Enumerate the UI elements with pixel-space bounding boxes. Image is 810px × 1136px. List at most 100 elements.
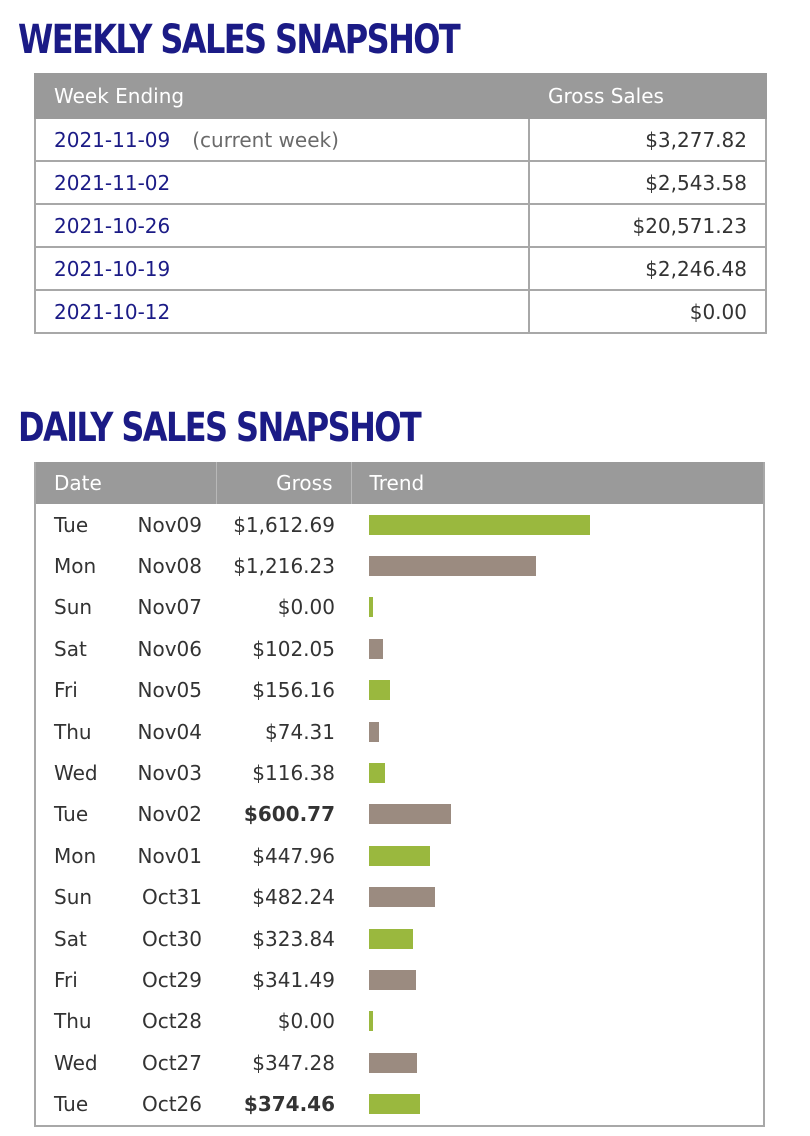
month-day: Nov04	[137, 719, 202, 744]
daily-trend-cell	[351, 1083, 763, 1124]
daily-row: Wed Nov03 $116.38	[36, 752, 763, 793]
trend-bar	[369, 804, 451, 825]
day-of-week: Mon	[54, 554, 97, 579]
trend-bar	[369, 928, 413, 949]
month-day: Nov02	[137, 802, 202, 827]
daily-gross-value: $447.96	[252, 843, 335, 868]
daily-row: Sat Nov06 $102.05	[36, 628, 763, 669]
date-header: Date	[36, 462, 216, 504]
daily-row: Thu Nov04 $74.31	[36, 711, 763, 752]
trend-bar	[369, 887, 435, 908]
trend-header: Trend	[350, 462, 763, 504]
weekly-sales-table: Week Ending Gross Sales 2021-11-09 (curre…	[34, 73, 767, 334]
day-of-week: Tue	[54, 512, 89, 537]
daily-row: Sun Nov07 $0.00	[36, 587, 763, 628]
week-ending-link[interactable]: 2021-10-19	[34, 246, 530, 291]
day-of-week: Wed	[54, 1050, 98, 1075]
daily-gross-value: $102.05	[252, 636, 335, 661]
daily-trend-cell	[351, 545, 763, 586]
daily-gross-value: $341.49	[252, 967, 335, 992]
daily-header-row: Date Gross Trend	[36, 462, 763, 504]
day-of-week: Tue	[54, 1092, 89, 1117]
weekly-row[interactable]: 2021-10-26 $20,571.23	[34, 203, 767, 248]
day-of-week: Mon	[54, 843, 97, 868]
day-of-week: Sun	[54, 885, 93, 910]
daily-trend-cell	[351, 959, 763, 1000]
day-of-week: Tue	[54, 802, 89, 827]
month-day: Nov06	[137, 636, 202, 661]
daily-date-cell: Tue Nov02	[36, 794, 216, 835]
trend-bar	[369, 721, 379, 742]
month-day: Oct29	[141, 967, 202, 992]
daily-date-cell: Sun Nov07	[36, 587, 216, 628]
week-ending-date[interactable]: 2021-10-26	[54, 213, 171, 238]
daily-row: Thu Oct28 $0.00	[36, 1001, 763, 1042]
weekly-gross-value: $2,543.58	[528, 160, 767, 205]
day-of-week: Sat	[54, 636, 87, 661]
week-ending-date[interactable]: 2021-11-09	[54, 127, 171, 152]
week-ending-date[interactable]: 2021-10-12	[54, 299, 171, 324]
weekly-row[interactable]: 2021-11-02 $2,543.58	[34, 160, 767, 205]
trend-bar	[369, 1094, 420, 1115]
daily-date-cell: Wed Nov03	[36, 752, 216, 793]
weekly-sales-title: WEEKLY SALES SNAPSHOT	[18, 17, 461, 63]
week-ending-link[interactable]: 2021-10-12	[34, 289, 530, 334]
month-day: Oct31	[141, 885, 202, 910]
month-day: Oct26	[141, 1092, 202, 1117]
week-ending-header: Week Ending	[34, 73, 530, 119]
weekly-row[interactable]: 2021-11-09 (current week) $3,277.82	[34, 117, 767, 162]
trend-bar	[369, 845, 430, 866]
daily-sales-table: Date Gross Trend Tue Nov09 $1,612.69 Mon Nov…	[36, 462, 763, 1125]
daily-gross-value: $374.46	[243, 1092, 335, 1117]
month-day: Nov05	[137, 678, 202, 703]
daily-gross-value: $74.31	[265, 719, 335, 744]
week-ending-date[interactable]: 2021-11-02	[54, 170, 171, 195]
month-day: Nov08	[137, 554, 202, 579]
daily-gross-value: $0.00	[277, 595, 335, 620]
weekly-row[interactable]: 2021-10-19 $2,246.48	[34, 246, 767, 291]
month-day: Oct28	[141, 1009, 202, 1034]
day-of-week: Fri	[54, 967, 78, 992]
daily-gross-value: $482.24	[252, 885, 335, 910]
month-day: Nov01	[137, 843, 202, 868]
trend-bar	[369, 680, 390, 701]
day-of-week: Thu	[54, 1009, 92, 1034]
daily-gross-value: $347.28	[252, 1050, 335, 1075]
daily-gross-value: $600.77	[243, 802, 335, 827]
week-ending-date[interactable]: 2021-10-19	[54, 256, 171, 281]
daily-trend-cell	[351, 752, 763, 793]
daily-sales-title: DAILY SALES SNAPSHOT	[18, 405, 422, 451]
daily-row: Fri Oct29 $341.49	[36, 959, 763, 1000]
week-ending-link[interactable]: 2021-10-26	[34, 203, 530, 248]
month-day: Oct30	[141, 926, 202, 951]
day-of-week: Fri	[54, 678, 78, 703]
day-of-week: Thu	[54, 719, 92, 744]
weekly-row[interactable]: 2021-10-12 $0.00	[34, 289, 767, 334]
daily-row: Fri Nov05 $156.16	[36, 670, 763, 711]
daily-date-cell: Tue Oct26	[36, 1083, 216, 1124]
daily-trend-cell	[351, 877, 763, 918]
month-day: Oct27	[141, 1050, 202, 1075]
weekly-gross-value: $0.00	[528, 289, 767, 334]
trend-bar	[369, 556, 536, 577]
daily-trend-cell	[351, 918, 763, 959]
daily-date-cell: Fri Nov05	[36, 670, 216, 711]
daily-date-cell: Mon Nov01	[36, 835, 216, 876]
trend-bar	[369, 514, 590, 535]
trend-bar	[369, 638, 383, 659]
daily-date-cell: Sun Oct31	[36, 877, 216, 918]
daily-gross-value: $323.84	[252, 926, 335, 951]
daily-row: Tue Nov02 $600.77	[36, 794, 763, 835]
daily-date-cell: Thu Nov04	[36, 711, 216, 752]
trend-bar	[369, 969, 416, 990]
week-ending-link[interactable]: 2021-11-09 (current week)	[34, 117, 530, 162]
daily-trend-cell	[351, 670, 763, 711]
daily-trend-cell	[351, 504, 763, 545]
month-day: Nov09	[137, 512, 202, 537]
week-ending-link[interactable]: 2021-11-02	[34, 160, 530, 205]
trend-bar	[369, 1052, 417, 1073]
daily-date-cell: Fri Oct29	[36, 959, 216, 1000]
weekly-gross-value: $2,246.48	[528, 246, 767, 291]
weekly-header-row: Week Ending Gross Sales	[34, 73, 767, 119]
day-of-week: Sun	[54, 595, 93, 620]
